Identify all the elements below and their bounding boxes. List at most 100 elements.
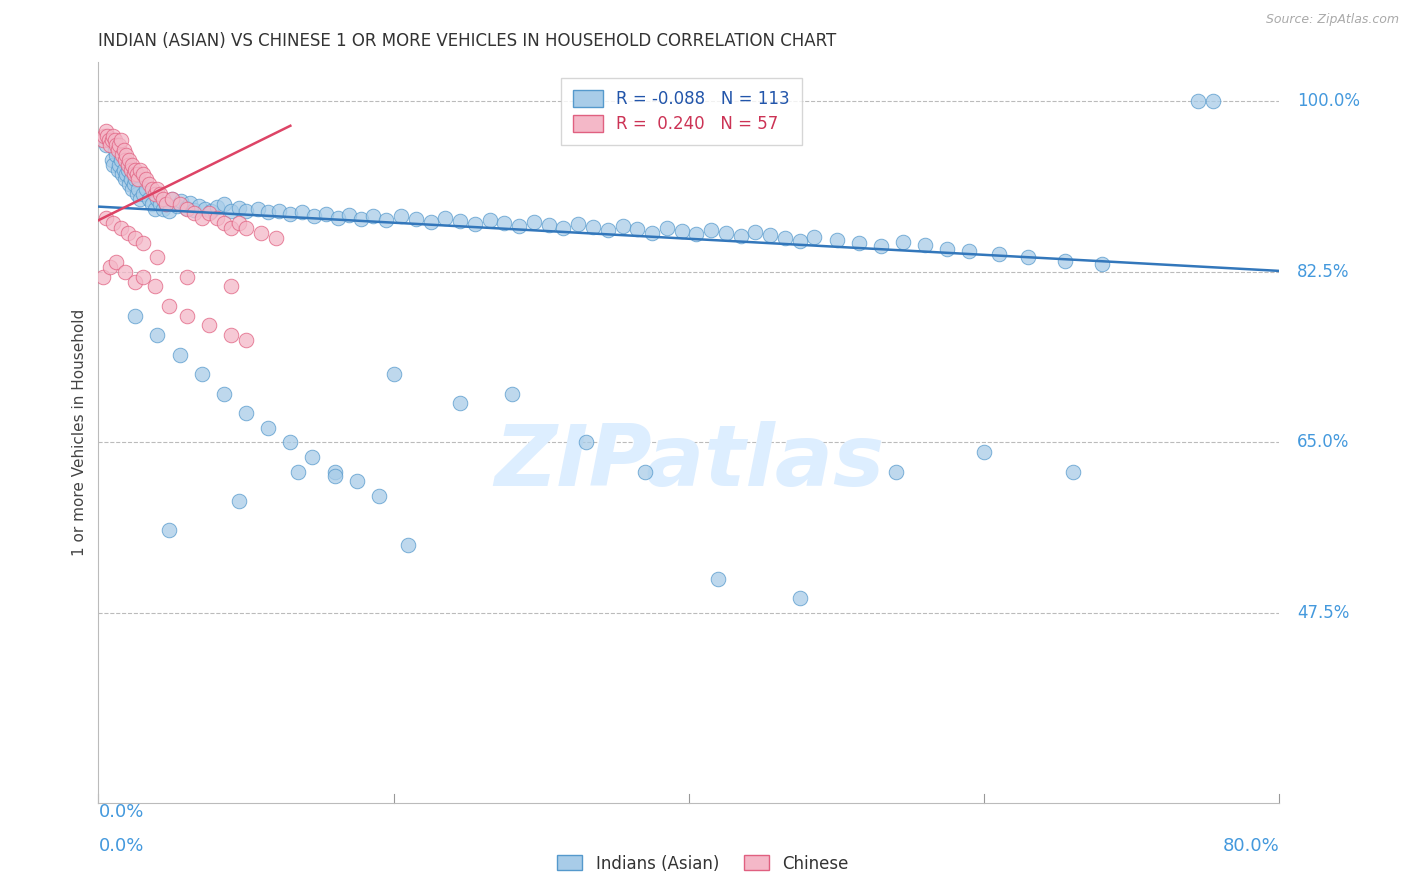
Point bbox=[200, 203, 222, 218]
Point bbox=[219, 328, 242, 343]
Point bbox=[264, 231, 287, 245]
Point bbox=[176, 309, 198, 323]
Point bbox=[174, 201, 197, 215]
Point bbox=[396, 538, 419, 552]
Point bbox=[110, 153, 132, 167]
Point bbox=[714, 226, 737, 240]
Text: 47.5%: 47.5% bbox=[1298, 604, 1350, 622]
Point bbox=[112, 162, 135, 177]
Point bbox=[959, 244, 981, 259]
Point bbox=[176, 269, 198, 284]
Point bbox=[104, 143, 127, 157]
Point bbox=[152, 202, 174, 216]
Point bbox=[434, 211, 457, 226]
Point bbox=[375, 213, 398, 227]
Point bbox=[773, 231, 796, 245]
Point bbox=[91, 133, 114, 147]
Point bbox=[235, 406, 257, 420]
Text: INDIAN (ASIAN) VS CHINESE 1 OR MORE VEHICLES IN HOUSEHOLD CORRELATION CHART: INDIAN (ASIAN) VS CHINESE 1 OR MORE VEHI… bbox=[98, 32, 837, 50]
Point bbox=[212, 196, 235, 211]
Point bbox=[612, 219, 634, 233]
Point bbox=[191, 211, 214, 226]
Point bbox=[1091, 257, 1114, 271]
Point bbox=[98, 260, 121, 274]
Point bbox=[122, 168, 145, 182]
Point bbox=[138, 178, 160, 192]
Point bbox=[302, 210, 325, 224]
Point bbox=[419, 215, 441, 229]
Point bbox=[125, 186, 148, 201]
Text: 82.5%: 82.5% bbox=[1298, 263, 1350, 281]
Point bbox=[114, 265, 136, 279]
Point bbox=[112, 143, 135, 157]
Point bbox=[789, 234, 811, 248]
Point bbox=[700, 223, 723, 237]
Point bbox=[114, 172, 136, 186]
Point bbox=[93, 128, 115, 143]
Point bbox=[132, 168, 155, 182]
Point bbox=[98, 138, 121, 153]
Point bbox=[115, 168, 138, 182]
Point bbox=[135, 172, 157, 186]
Point bbox=[730, 228, 752, 243]
Point bbox=[138, 192, 160, 206]
Point bbox=[553, 221, 575, 235]
Point bbox=[368, 489, 391, 503]
Point bbox=[267, 203, 290, 218]
Y-axis label: 1 or more Vehicles in Household: 1 or more Vehicles in Household bbox=[72, 309, 87, 557]
Point bbox=[108, 158, 131, 172]
Legend: Indians (Asian), Chinese: Indians (Asian), Chinese bbox=[551, 848, 855, 880]
Text: 100.0%: 100.0% bbox=[1298, 93, 1360, 111]
Point bbox=[301, 450, 323, 464]
Point bbox=[176, 202, 198, 216]
Point bbox=[127, 182, 149, 196]
Point bbox=[1187, 95, 1209, 109]
Point bbox=[105, 148, 128, 162]
Point bbox=[449, 214, 471, 228]
Point bbox=[508, 219, 530, 233]
Point bbox=[596, 223, 619, 237]
Point bbox=[108, 138, 131, 153]
Point bbox=[132, 269, 155, 284]
Point bbox=[135, 182, 157, 196]
Point bbox=[323, 469, 346, 483]
Point bbox=[246, 202, 269, 216]
Point bbox=[124, 309, 146, 323]
Point bbox=[235, 204, 257, 219]
Point bbox=[103, 158, 125, 172]
Point bbox=[169, 196, 191, 211]
Point bbox=[169, 348, 191, 362]
Point bbox=[803, 229, 825, 244]
Point bbox=[212, 386, 235, 401]
Point bbox=[537, 218, 560, 232]
Point bbox=[936, 242, 959, 256]
Point bbox=[128, 162, 150, 177]
Point bbox=[143, 202, 166, 216]
Point bbox=[94, 138, 117, 153]
Point bbox=[478, 213, 501, 227]
Point bbox=[655, 221, 678, 235]
Point bbox=[914, 237, 936, 252]
Point bbox=[187, 199, 209, 213]
Point bbox=[633, 465, 655, 479]
Text: 65.0%: 65.0% bbox=[1298, 434, 1350, 451]
Point bbox=[789, 591, 811, 606]
Point bbox=[121, 158, 143, 172]
Point bbox=[671, 224, 693, 238]
Point bbox=[315, 207, 337, 221]
Point bbox=[198, 318, 221, 333]
Point bbox=[143, 186, 166, 201]
Point bbox=[891, 235, 914, 249]
Point bbox=[350, 212, 373, 227]
Point bbox=[389, 210, 412, 224]
Point bbox=[326, 211, 349, 226]
Point bbox=[105, 138, 128, 153]
Point bbox=[449, 396, 471, 410]
Point bbox=[114, 153, 136, 167]
Point bbox=[494, 216, 516, 230]
Point bbox=[97, 133, 120, 147]
Point bbox=[117, 162, 139, 177]
Point bbox=[162, 192, 183, 206]
Point bbox=[1202, 95, 1225, 109]
Point bbox=[155, 196, 177, 211]
